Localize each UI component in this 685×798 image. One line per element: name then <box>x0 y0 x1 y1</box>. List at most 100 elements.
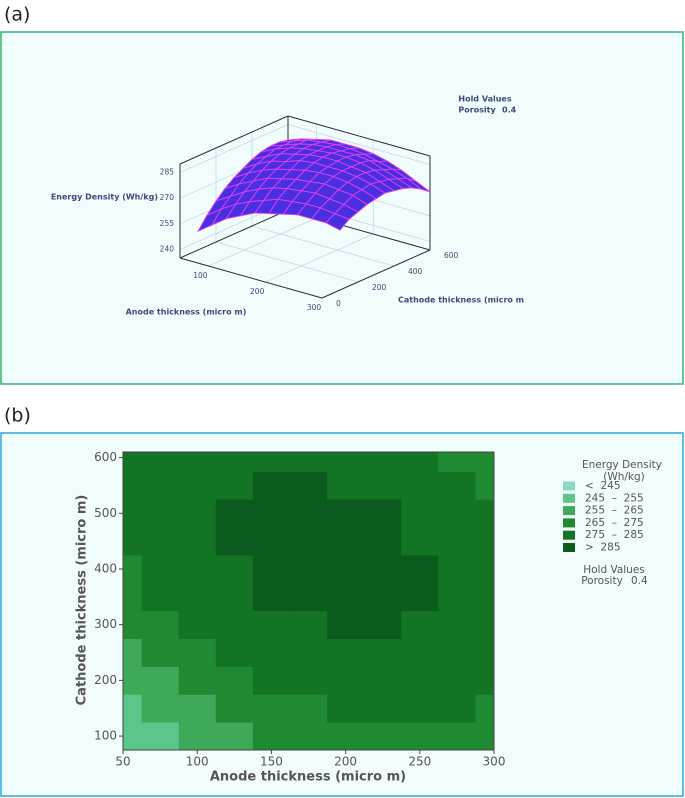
contour-cell <box>215 555 254 584</box>
y-tick-label: 500 <box>94 506 117 520</box>
contour-cell <box>252 452 291 472</box>
contour-cell <box>364 638 402 667</box>
annotation-title: Hold Values <box>458 95 511 104</box>
x-tick-label: 300 <box>307 303 322 312</box>
contour-cell <box>327 638 365 667</box>
contour-cell <box>141 499 180 528</box>
x-tick-label: 50 <box>115 755 130 769</box>
contour-cell <box>252 694 291 723</box>
contour-cell <box>141 527 180 556</box>
x-tick-label: 100 <box>186 755 209 769</box>
legend-swatch <box>563 493 575 503</box>
contour-cell <box>141 471 180 500</box>
legend-label: < 245 <box>585 480 621 492</box>
contour-cell <box>215 582 254 612</box>
surface-plot: 240 255 270 285 100 200 300 0 200 400 600 <box>160 115 459 312</box>
contour-cell <box>123 555 142 584</box>
contour-cell <box>178 499 217 528</box>
y-tick-label: 400 <box>408 267 423 276</box>
contour-cell <box>401 471 439 500</box>
contour-cell <box>178 527 217 556</box>
contour-cell <box>401 555 439 584</box>
contour-cell <box>327 694 365 723</box>
contour-cell <box>289 527 328 556</box>
contour-cell <box>252 555 291 584</box>
annotation-title: Hold Values <box>583 564 645 576</box>
box-edge <box>179 257 323 299</box>
contour-cell <box>289 610 328 639</box>
contour-cell <box>475 582 495 612</box>
contour-cell <box>475 452 495 472</box>
contour-cell <box>401 610 439 639</box>
contour-cell <box>327 722 365 751</box>
z-tick-label: 285 <box>160 168 175 177</box>
z-tick-label: 270 <box>160 193 175 202</box>
contour-cell <box>123 499 142 528</box>
y-tick-label: 100 <box>94 729 117 743</box>
contour-cell <box>364 610 402 639</box>
contour-cell <box>364 722 402 751</box>
contour-cell <box>252 582 291 612</box>
legend-swatch <box>563 530 575 540</box>
contour-cell <box>475 527 495 556</box>
box-edge <box>179 209 289 259</box>
contour-cell <box>289 582 328 612</box>
contour-cell <box>401 722 439 751</box>
contour-cell <box>327 582 365 612</box>
contour-cell <box>141 666 180 695</box>
contour-cell <box>141 555 180 584</box>
grid-line <box>179 124 289 173</box>
contour-cell <box>438 499 476 528</box>
legend-label: 265 – 275 <box>585 517 644 529</box>
contour-cell <box>475 610 495 639</box>
contour-cell <box>141 452 180 472</box>
contour-cell <box>364 582 402 612</box>
contour-cell <box>438 722 476 751</box>
contour-cell <box>123 694 142 723</box>
contour-cell <box>438 527 476 556</box>
x-axis-title: Anode thickness (micro m) <box>126 308 247 317</box>
contour-cell <box>141 694 180 723</box>
contour-cell <box>438 610 476 639</box>
y-tick-label: 600 <box>444 251 459 260</box>
grid-line <box>287 124 431 165</box>
x-tick-label: 200 <box>250 287 265 296</box>
contour-cell <box>252 471 291 500</box>
y-tick-label: 600 <box>94 450 117 464</box>
contour-cell <box>123 638 142 667</box>
contour-cell <box>438 694 476 723</box>
contour-cell <box>401 582 439 612</box>
contour-cell <box>401 638 439 667</box>
contour-cell <box>438 555 476 584</box>
legend-swatch <box>563 518 575 528</box>
contour-cell <box>475 555 495 584</box>
contour-cell <box>438 452 476 472</box>
contour-cell <box>178 582 217 612</box>
grid-line <box>208 217 317 267</box>
contour-cell <box>327 452 365 472</box>
grid-line <box>251 225 395 267</box>
grid-line <box>215 241 359 283</box>
contour-cell <box>438 638 476 667</box>
contour-cell <box>123 582 142 612</box>
contour-cell <box>327 499 365 528</box>
contour-cell <box>289 694 328 723</box>
contour-cell <box>364 694 402 723</box>
contour-cell <box>475 638 495 667</box>
surface-cell <box>325 213 350 231</box>
contour-cell <box>123 610 142 639</box>
contour-cell <box>289 499 328 528</box>
y-tick-label: 400 <box>94 561 117 575</box>
contour-cell <box>252 722 291 751</box>
contour-cell <box>178 610 217 639</box>
x-tick-label: 300 <box>483 755 506 769</box>
box-edge <box>179 115 289 165</box>
contour-cell <box>215 527 254 556</box>
y-axis-title: Cathode thickness (micro m <box>398 296 524 305</box>
legend-label: > 285 <box>585 542 621 554</box>
z-tick-label: 255 <box>160 219 175 228</box>
contour-cell <box>289 638 328 667</box>
contour-cell <box>401 499 439 528</box>
contour-cell <box>252 527 291 556</box>
